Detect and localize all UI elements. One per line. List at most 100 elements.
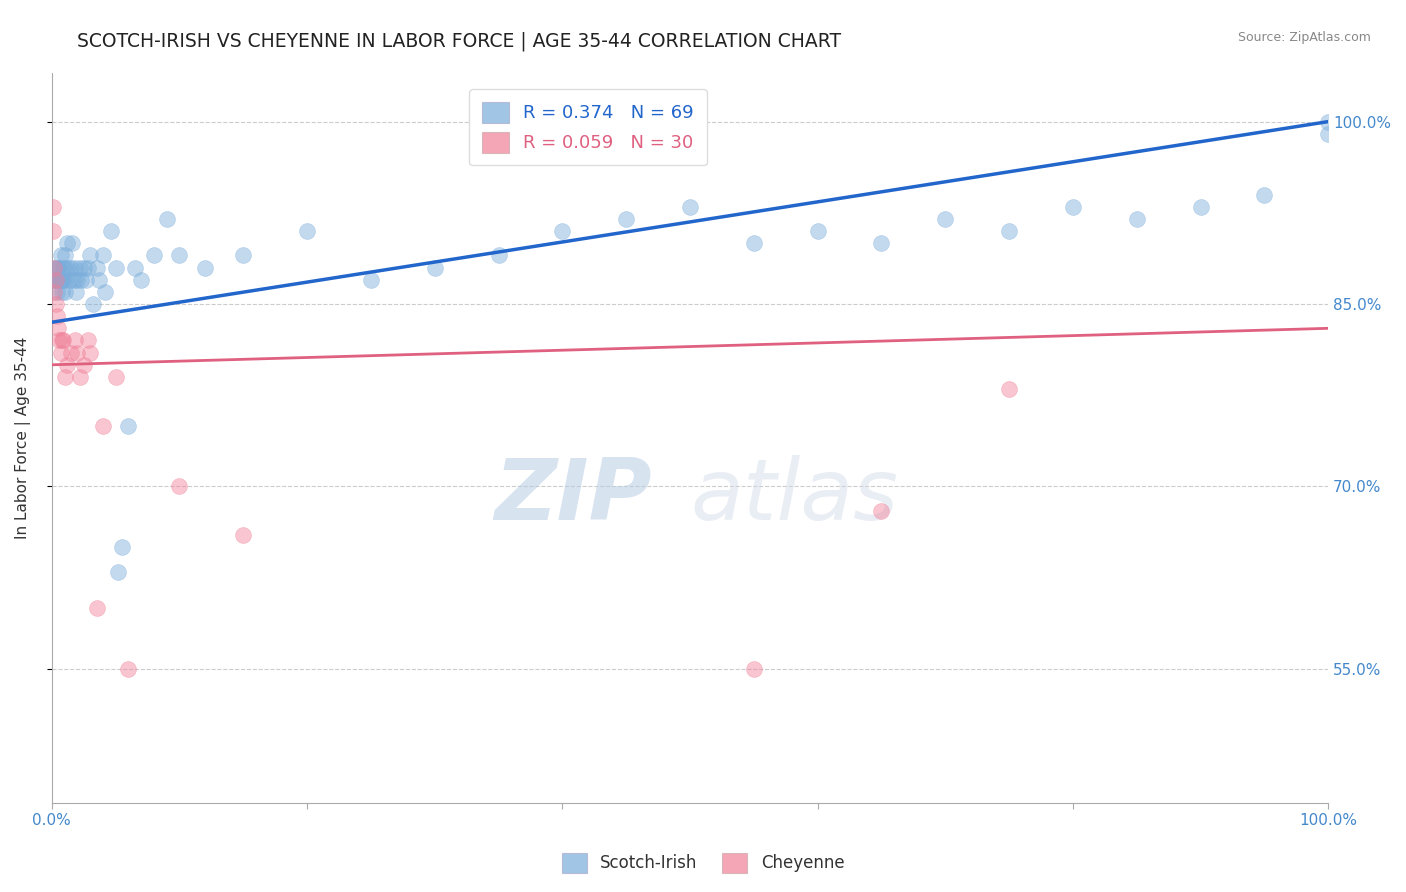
Point <box>62 273 84 287</box>
Point <box>48 260 70 275</box>
Point <box>76 260 98 275</box>
Point <box>679 200 702 214</box>
Point <box>79 248 101 262</box>
Point <box>52 273 75 287</box>
Point <box>934 211 956 226</box>
Point <box>295 224 318 238</box>
Point <box>45 297 67 311</box>
Point <box>156 211 179 226</box>
Point <box>66 273 89 287</box>
Point <box>66 345 89 359</box>
Point <box>117 418 139 433</box>
Point <box>59 273 82 287</box>
Point <box>58 260 80 275</box>
Point <box>42 200 65 214</box>
Point <box>91 248 114 262</box>
Point <box>42 260 65 275</box>
Text: Source: ZipAtlas.com: Source: ZipAtlas.com <box>1237 31 1371 45</box>
Point <box>51 273 73 287</box>
Point <box>194 260 217 275</box>
Point <box>42 224 65 238</box>
Point <box>44 273 66 287</box>
Point <box>49 273 72 287</box>
Point <box>52 334 75 348</box>
Point <box>56 358 79 372</box>
Point <box>1062 200 1084 214</box>
Point <box>53 248 76 262</box>
Point <box>104 260 127 275</box>
Point <box>86 601 108 615</box>
Point <box>48 334 70 348</box>
Point <box>75 273 97 287</box>
Legend: R = 0.374   N = 69, R = 0.059   N = 30: R = 0.374 N = 69, R = 0.059 N = 30 <box>470 89 707 165</box>
Point <box>111 540 134 554</box>
Point <box>46 321 69 335</box>
Point <box>742 662 765 676</box>
Point <box>73 260 96 275</box>
Point <box>169 248 191 262</box>
Text: atlas: atlas <box>690 455 898 538</box>
Legend: Scotch-Irish, Cheyenne: Scotch-Irish, Cheyenne <box>555 847 851 880</box>
Point <box>82 297 104 311</box>
Point <box>48 273 70 287</box>
Point <box>44 285 66 299</box>
Point <box>117 662 139 676</box>
Point <box>73 358 96 372</box>
Point <box>56 236 79 251</box>
Point <box>53 260 76 275</box>
Point <box>169 479 191 493</box>
Text: SCOTCH-IRISH VS CHEYENNE IN LABOR FORCE | AGE 35-44 CORRELATION CHART: SCOTCH-IRISH VS CHEYENNE IN LABOR FORCE … <box>77 31 841 51</box>
Point <box>142 248 165 262</box>
Point <box>59 260 82 275</box>
Point <box>807 224 830 238</box>
Point <box>76 334 98 348</box>
Point <box>551 224 574 238</box>
Point <box>70 273 93 287</box>
Point <box>45 260 67 275</box>
Point <box>614 211 637 226</box>
Point <box>53 285 76 299</box>
Point <box>94 285 117 299</box>
Point <box>59 345 82 359</box>
Point <box>360 273 382 287</box>
Point <box>107 565 129 579</box>
Point <box>46 273 69 287</box>
Point <box>100 224 122 238</box>
Point <box>45 273 67 287</box>
Point <box>86 260 108 275</box>
Point <box>63 334 86 348</box>
Point <box>870 236 893 251</box>
Point <box>1317 127 1340 141</box>
Point <box>45 273 67 287</box>
Point <box>1125 211 1147 226</box>
Point <box>79 345 101 359</box>
Point <box>46 260 69 275</box>
Point <box>60 236 83 251</box>
Point <box>104 370 127 384</box>
Point <box>49 248 72 262</box>
Text: ZIP: ZIP <box>494 455 652 538</box>
Point <box>742 236 765 251</box>
Point <box>51 285 73 299</box>
Point <box>51 334 73 348</box>
Point <box>870 504 893 518</box>
Point <box>87 273 110 287</box>
Point <box>45 285 67 299</box>
Point <box>1317 114 1340 128</box>
Point <box>232 248 254 262</box>
Point <box>45 309 67 323</box>
Point <box>488 248 510 262</box>
Point <box>423 260 446 275</box>
Point <box>124 260 146 275</box>
Point <box>1189 200 1212 214</box>
Point <box>232 528 254 542</box>
Point <box>129 273 152 287</box>
Point <box>53 273 76 287</box>
Point <box>53 370 76 384</box>
Y-axis label: In Labor Force | Age 35-44: In Labor Force | Age 35-44 <box>15 336 31 539</box>
Point <box>1253 187 1275 202</box>
Point <box>91 418 114 433</box>
Point <box>44 260 66 275</box>
Point <box>65 285 87 299</box>
Point <box>52 260 75 275</box>
